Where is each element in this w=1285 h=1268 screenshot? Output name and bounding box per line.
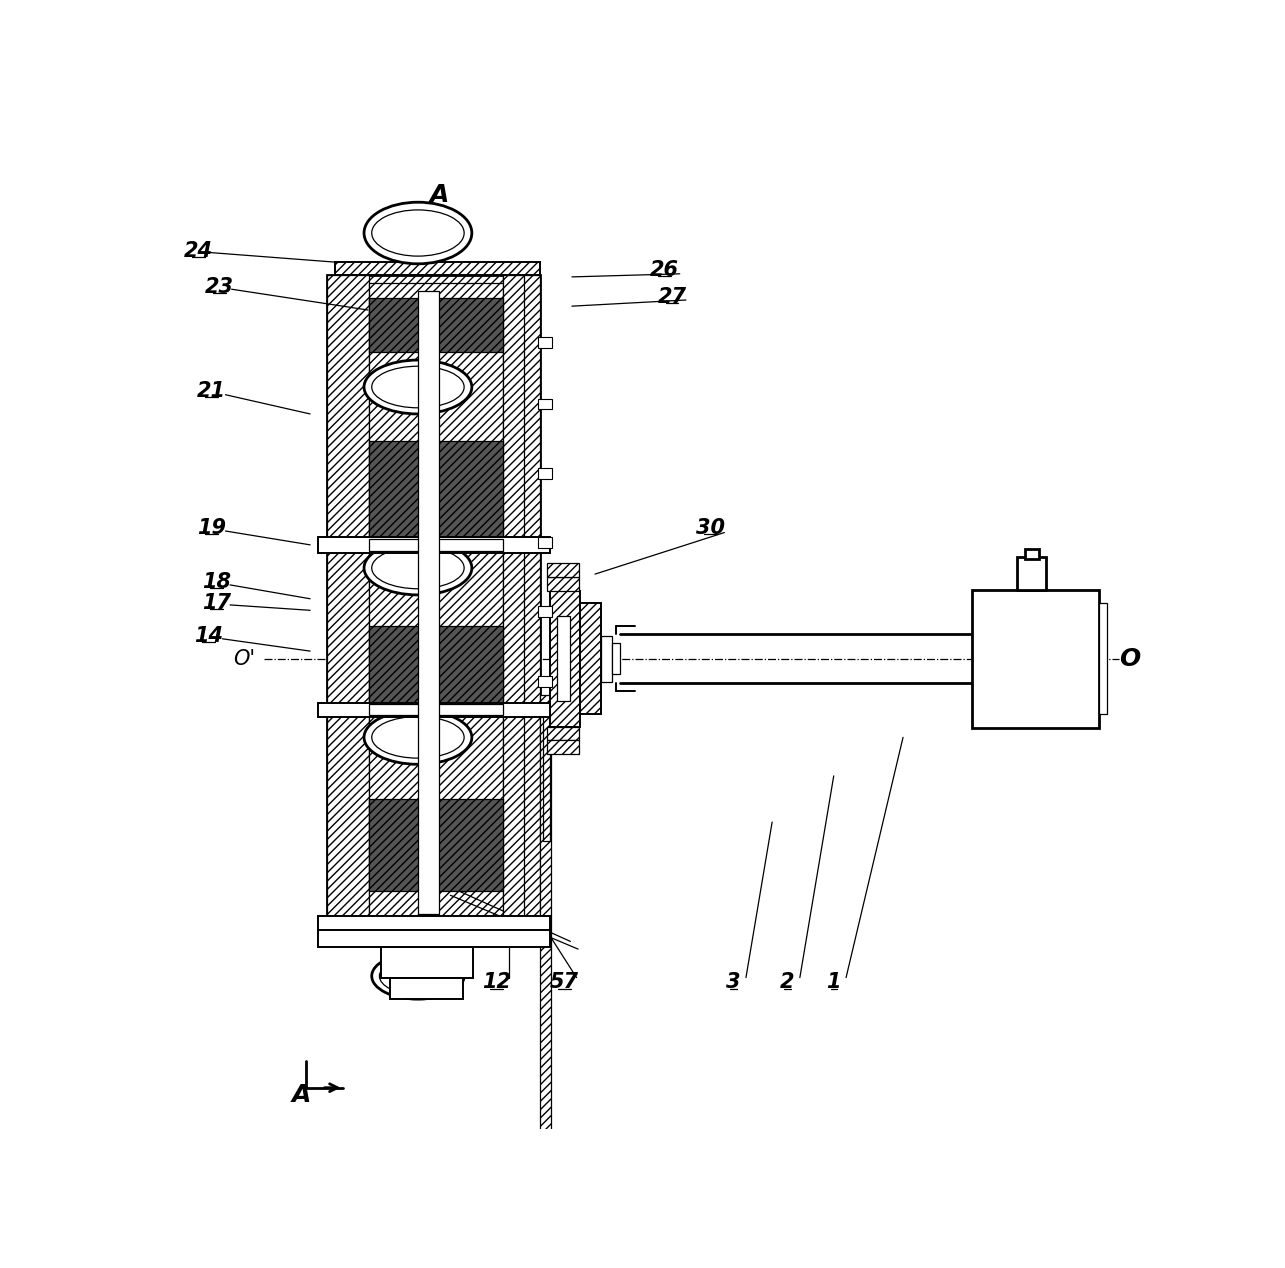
Bar: [317, 915, 550, 932]
Bar: [317, 929, 550, 947]
Bar: [328, 275, 540, 929]
Bar: [317, 538, 550, 553]
Text: 24: 24: [184, 241, 213, 261]
Bar: [391, 978, 464, 999]
Bar: [546, 741, 578, 754]
Bar: [601, 635, 612, 682]
Bar: [538, 468, 553, 478]
Bar: [538, 606, 553, 618]
Bar: [418, 290, 439, 914]
Bar: [538, 398, 553, 410]
Text: O': O': [234, 649, 256, 668]
Text: A: A: [429, 183, 450, 207]
Bar: [369, 283, 502, 922]
Ellipse shape: [364, 710, 472, 765]
Text: 19: 19: [197, 517, 226, 538]
Bar: [502, 275, 524, 929]
Text: 57: 57: [550, 973, 578, 993]
Bar: [369, 441, 502, 541]
Bar: [546, 577, 578, 591]
Bar: [550, 591, 580, 727]
Ellipse shape: [364, 541, 472, 595]
Bar: [556, 616, 571, 701]
Text: 23: 23: [204, 276, 234, 297]
Text: 26: 26: [650, 260, 678, 280]
Bar: [612, 643, 619, 675]
Text: 27: 27: [658, 287, 686, 307]
Ellipse shape: [364, 202, 472, 264]
Bar: [335, 261, 540, 275]
Bar: [546, 563, 578, 577]
Bar: [369, 704, 502, 715]
Text: 21: 21: [197, 380, 226, 401]
Text: 18: 18: [202, 572, 231, 592]
Bar: [538, 676, 553, 686]
Text: O: O: [1119, 647, 1141, 671]
Bar: [973, 590, 1100, 728]
Text: 17: 17: [202, 592, 231, 612]
Bar: [546, 727, 578, 741]
Bar: [538, 538, 553, 548]
Bar: [317, 702, 550, 716]
Bar: [540, 695, 551, 1145]
Bar: [542, 702, 550, 841]
Ellipse shape: [371, 954, 464, 999]
Text: 2: 2: [780, 973, 795, 993]
Text: 3: 3: [726, 973, 741, 993]
Bar: [380, 947, 473, 978]
Bar: [538, 337, 553, 347]
Bar: [369, 539, 502, 552]
Bar: [502, 275, 540, 929]
Bar: [1016, 557, 1046, 590]
Ellipse shape: [364, 360, 472, 413]
Bar: [328, 275, 369, 929]
Text: 30: 30: [696, 517, 725, 538]
Text: 12: 12: [482, 973, 511, 993]
Text: 14: 14: [194, 625, 224, 645]
Bar: [369, 799, 502, 891]
Text: A: A: [292, 1083, 311, 1107]
Text: 1: 1: [826, 973, 840, 993]
Bar: [369, 625, 502, 710]
Bar: [1100, 604, 1108, 714]
Bar: [580, 604, 601, 714]
Bar: [1024, 549, 1038, 559]
Bar: [369, 298, 502, 353]
